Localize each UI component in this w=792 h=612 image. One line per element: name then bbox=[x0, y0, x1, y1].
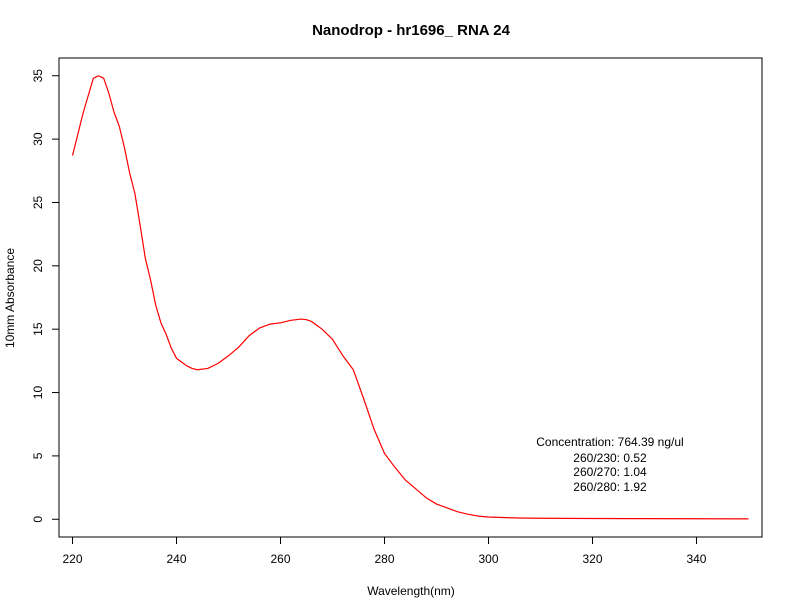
x-tick-label: 240 bbox=[166, 552, 186, 566]
annotation-ratio-260-280: 260/280: 1.92 bbox=[573, 480, 647, 494]
y-tick-label: 5 bbox=[31, 452, 45, 459]
y-tick-label: 30 bbox=[31, 132, 45, 146]
y-tick-label: 15 bbox=[31, 322, 45, 336]
x-tick-label: 260 bbox=[270, 552, 290, 566]
x-tick-label: 340 bbox=[686, 552, 706, 566]
plot-frame bbox=[58, 57, 763, 538]
chart-title: Nanodrop - hr1696_ RNA 24 bbox=[312, 22, 510, 39]
x-tick-label: 220 bbox=[63, 552, 83, 566]
x-axis-label: Wavelength(nm) bbox=[367, 584, 455, 598]
y-tick-label: 25 bbox=[31, 195, 45, 209]
y-tick-label: 0 bbox=[31, 516, 45, 523]
y-axis-label: 10mm Absorbance bbox=[3, 248, 17, 348]
absorbance-series-line bbox=[71, 75, 749, 520]
series-layer bbox=[71, 75, 749, 520]
x-tick-label: 320 bbox=[582, 552, 602, 566]
x-tick-label: 280 bbox=[374, 552, 394, 566]
annotation-ratio-260-230: 260/230: 0.52 bbox=[573, 451, 647, 465]
y-tick-label: 10 bbox=[31, 386, 45, 400]
y-tick-label: 20 bbox=[31, 259, 45, 273]
y-tick-label: 35 bbox=[31, 69, 45, 83]
annotation-concentration: Concentration: 764.39 ng/ul bbox=[536, 435, 683, 449]
annotation-ratio-260-270: 260/270: 1.04 bbox=[573, 465, 647, 479]
x-tick-label: 300 bbox=[478, 552, 498, 566]
annotation-block: Concentration: 764.39 ng/ul 260/230: 0.5… bbox=[536, 435, 683, 494]
x-axis: 220 240 260 280 300 320 340 bbox=[63, 537, 707, 566]
y-axis: 0 5 10 15 20 25 30 35 bbox=[31, 69, 59, 523]
